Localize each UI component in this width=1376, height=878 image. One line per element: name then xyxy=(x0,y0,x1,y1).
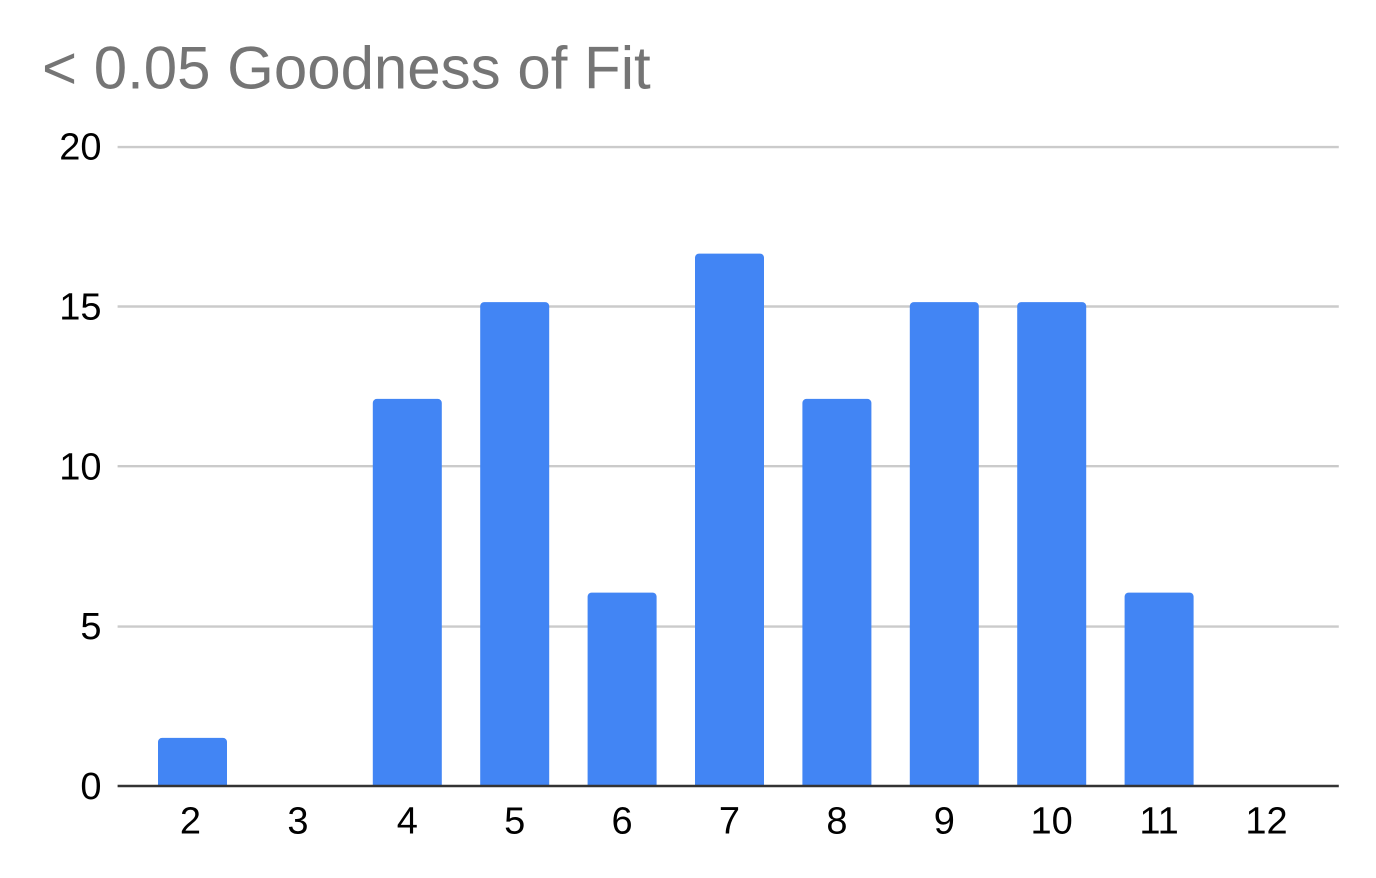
svg-text:3: 3 xyxy=(287,801,308,843)
svg-text:15: 15 xyxy=(59,287,101,329)
svg-text:0: 0 xyxy=(80,766,101,808)
svg-text:7: 7 xyxy=(719,801,740,843)
svg-text:10: 10 xyxy=(59,446,101,488)
svg-text:9: 9 xyxy=(934,801,955,843)
svg-text:10: 10 xyxy=(1031,801,1073,843)
svg-text:2: 2 xyxy=(180,801,201,843)
svg-text:4: 4 xyxy=(397,801,418,843)
svg-text:< 0.05 Goodness of Fit: < 0.05 Goodness of Fit xyxy=(42,35,651,102)
svg-text:11: 11 xyxy=(1139,801,1178,843)
svg-text:12: 12 xyxy=(1245,801,1287,843)
svg-text:20: 20 xyxy=(59,127,101,169)
svg-text:5: 5 xyxy=(80,606,101,648)
svg-text:8: 8 xyxy=(826,801,847,843)
svg-text:6: 6 xyxy=(612,801,633,843)
svg-text:5: 5 xyxy=(504,801,525,843)
